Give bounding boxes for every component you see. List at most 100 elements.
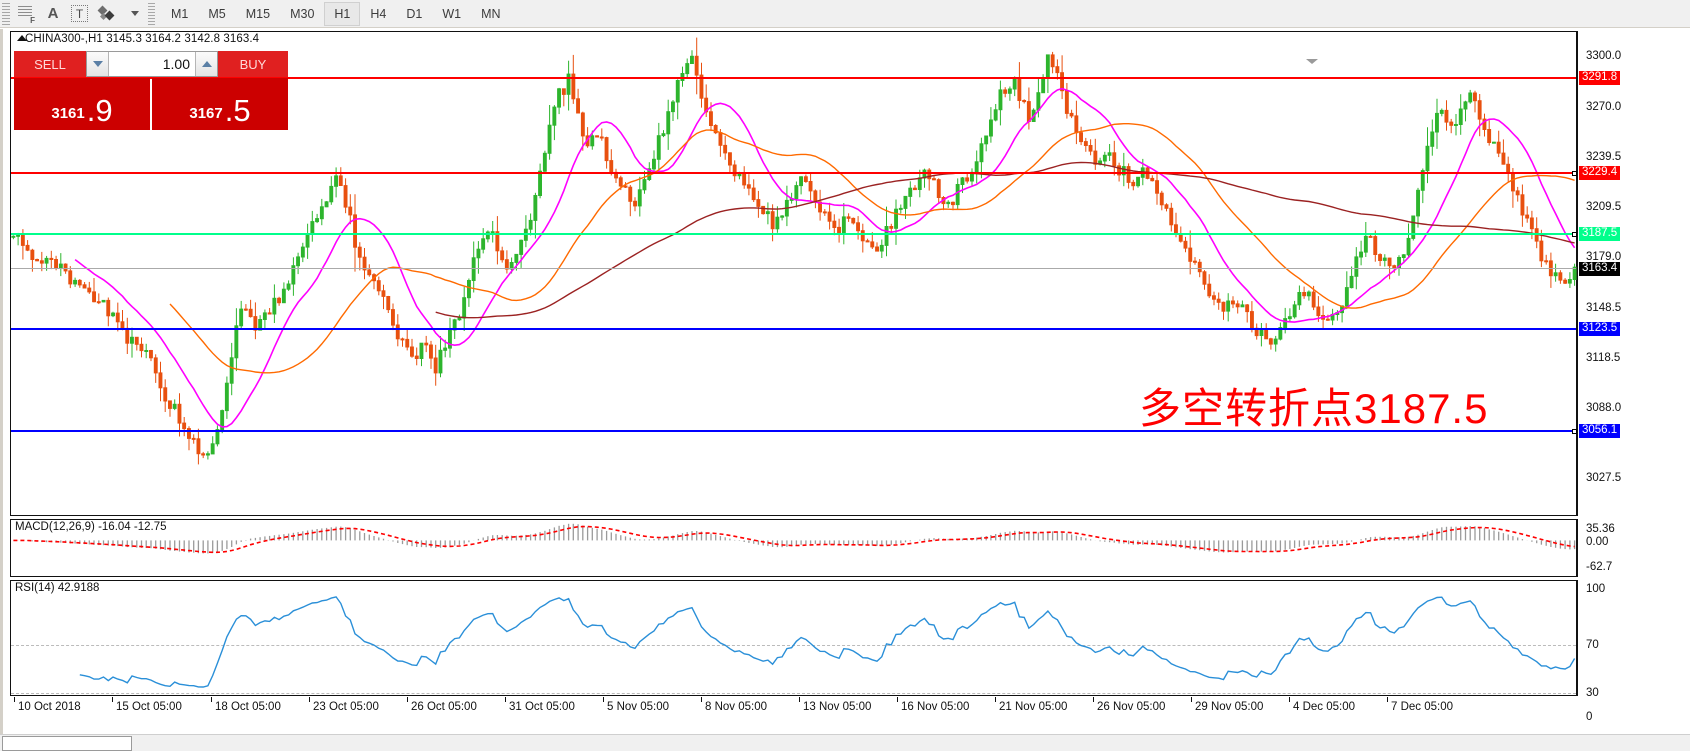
rsi-axis[interactable]: 100 70 30 0: [1577, 580, 1690, 723]
buy-button[interactable]: BUY: [218, 51, 288, 77]
timeframe-m1[interactable]: M1: [161, 2, 198, 26]
timeframe-label: W1: [442, 6, 462, 21]
price-tick: 3300.0: [1586, 50, 1622, 62]
timeframe-h1[interactable]: H1: [324, 1, 361, 26]
price-tick: 3027.5: [1586, 472, 1622, 484]
price-tick: 3179.0: [1586, 251, 1622, 263]
timeframe-label: MN: [481, 6, 501, 21]
time-axis-label: 26 Oct 05:00: [411, 701, 477, 713]
price-tick: 3239.5: [1586, 151, 1622, 163]
timeframe-label: M15: [245, 6, 271, 21]
rsi-tick: 100: [1586, 583, 1606, 595]
macd-pane[interactable]: MACD(12,26,9) -16.04 -12.75: [10, 519, 1577, 577]
time-axis-label: 16 Nov 05:00: [901, 701, 970, 713]
chart-header-label: CHINA300-,H1 3145.3 3164.2 3142.8 3163.4: [25, 33, 260, 45]
rsi-tick: 0: [1586, 711, 1593, 723]
volume-stepper[interactable]: 1.00: [86, 51, 218, 77]
text-label-icon[interactable]: A: [47, 5, 59, 22]
volume-decrease-icon[interactable]: [87, 52, 109, 76]
buy-price-integer: 3167: [189, 105, 223, 122]
time-axis-label: 4 Dec 05:00: [1293, 701, 1356, 713]
time-tick: [1093, 697, 1094, 702]
status-input-box[interactable]: [2, 735, 132, 751]
macd-label: MACD(12,26,9) -16.04 -12.75: [15, 521, 167, 533]
macd-tick: 35.36: [1586, 523, 1615, 535]
one-click-trading-panel[interactable]: SELL 1.00 BUY 3161 .9 3167 .5: [14, 51, 288, 130]
toolbar-grip-1[interactable]: [2, 2, 10, 25]
price-tag-resistance-1[interactable]: 3291.8: [1579, 71, 1621, 85]
sell-button-label: SELL: [34, 56, 66, 72]
toolbar-grip-2[interactable]: [148, 2, 155, 25]
time-tick: [14, 697, 15, 702]
rsi-level-30: [11, 693, 1576, 694]
level-line-3229-4[interactable]: [11, 171, 1577, 176]
level-line-3291-8[interactable]: [11, 77, 1576, 79]
timeframe-m30[interactable]: M30: [280, 2, 324, 26]
timeframe-m5[interactable]: M5: [198, 2, 235, 26]
sell-price-tile[interactable]: 3161 .9: [14, 78, 150, 130]
time-tick: [505, 697, 506, 702]
crosshair-f-icon[interactable]: F: [12, 2, 40, 26]
main-toolbar: F A T M1 M5 M15 M30 H1 H4 D1 W1 MN: [0, 0, 1690, 28]
price-tag-last[interactable]: 3163.4: [1579, 262, 1621, 276]
time-tick: [407, 697, 408, 702]
price-tag-support-2[interactable]: 3056.1: [1579, 424, 1621, 438]
buy-price-fraction: .5: [224, 93, 251, 128]
time-tick: [112, 697, 113, 702]
time-tick: [1191, 697, 1192, 702]
sell-button[interactable]: SELL: [14, 51, 86, 77]
time-axis-label: 26 Nov 05:00: [1097, 701, 1166, 713]
text-box-icon[interactable]: T: [66, 2, 93, 26]
level-line-3056-1[interactable]: [11, 429, 1577, 434]
time-axis[interactable]: 10 Oct 2018 15 Oct 05:00 18 Oct 05:00 23 Oc…: [10, 697, 1577, 721]
timeframe-d1[interactable]: D1: [396, 2, 432, 26]
timeframe-mn[interactable]: MN: [471, 2, 510, 26]
price-tag-pivot[interactable]: 3187.5: [1579, 227, 1621, 241]
timeframe-label: M30: [290, 6, 315, 21]
timeframe-m15[interactable]: M15: [236, 2, 280, 26]
price-tag-resistance-2[interactable]: 3229.4: [1579, 166, 1621, 180]
timeframe-label: H4: [370, 6, 387, 21]
time-axis-label: 13 Nov 05:00: [803, 701, 872, 713]
timeframe-label: D1: [406, 6, 423, 21]
time-tick: [309, 697, 310, 702]
macd-axis[interactable]: 35.36 0.00 -62.7: [1577, 519, 1690, 577]
price-tick: 3118.5: [1586, 352, 1621, 364]
rsi-tick: 30: [1586, 687, 1599, 699]
time-axis-label: 23 Oct 05:00: [313, 701, 379, 713]
time-tick: [701, 697, 702, 702]
time-tick: [1289, 697, 1290, 702]
timeframe-label: M5: [208, 6, 226, 21]
level-line-3163-4: [11, 268, 1576, 269]
time-axis-label: 31 Oct 05:00: [509, 701, 575, 713]
candlestick-plot: [11, 37, 1577, 465]
level-line-3187-5[interactable]: [11, 232, 1577, 237]
timeframe-label: M1: [171, 6, 189, 21]
price-tag-support-1[interactable]: 3123.5: [1579, 322, 1621, 336]
sell-price-integer: 3161: [51, 105, 85, 122]
time-axis-label: 21 Nov 05:00: [999, 701, 1068, 713]
chart-scroll-marker[interactable]: [1306, 59, 1320, 64]
time-axis-label: 18 Oct 05:00: [215, 701, 281, 713]
chart-shift-arrow-icon: [17, 35, 27, 41]
volume-input[interactable]: 1.00: [109, 52, 195, 76]
level-line-3123-5[interactable]: [11, 328, 1576, 330]
macd-tick: 0.00: [1586, 536, 1609, 548]
rsi-tick: 70: [1586, 639, 1599, 651]
buy-price-tile[interactable]: 3167 .5: [152, 78, 288, 130]
rsi-plot: [79, 596, 1576, 688]
time-tick: [897, 697, 898, 702]
rsi-pane[interactable]: RSI(14) 42.9188: [10, 580, 1577, 696]
time-tick: [603, 697, 604, 702]
time-axis-label: 8 Nov 05:00: [705, 701, 768, 713]
time-axis-label: 7 Dec 05:00: [1391, 701, 1454, 713]
price-axis[interactable]: 3300.0 3270.0 3239.5 3209.5 3179.0 3148.…: [1577, 31, 1690, 516]
chart-annotation-text: 多空转折点3187.5: [1139, 385, 1489, 432]
time-tick: [995, 697, 996, 702]
volume-increase-icon[interactable]: [195, 52, 217, 76]
price-tick: 3209.5: [1586, 201, 1622, 213]
timeframe-w1[interactable]: W1: [432, 2, 471, 26]
shapes-icon[interactable]: [93, 2, 123, 26]
timeframe-h4[interactable]: H4: [360, 2, 396, 26]
shapes-dropdown-icon[interactable]: [123, 2, 144, 26]
